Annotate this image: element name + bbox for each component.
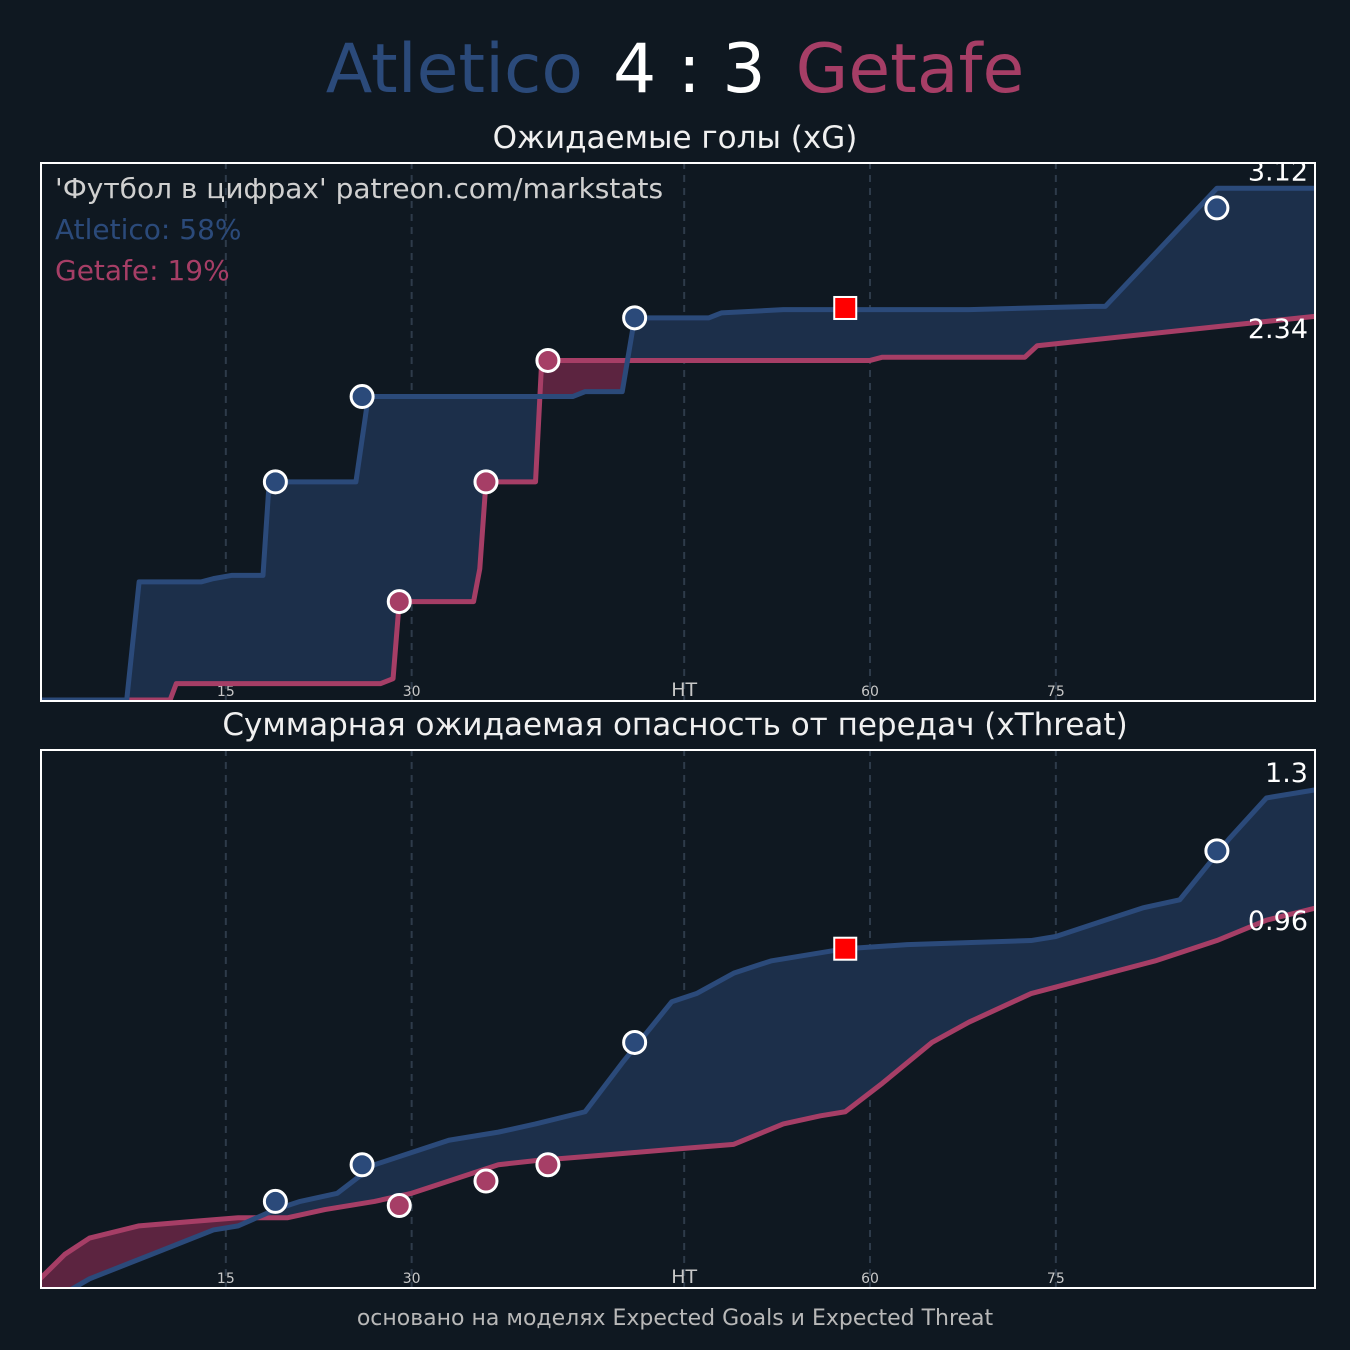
xthreat-away-advantage-area xyxy=(40,789,1316,1289)
xg-xtick-label: 15 xyxy=(217,684,235,700)
xthreat-home-goal-marker xyxy=(622,1029,648,1055)
xthreat-xtick-label: 30 xyxy=(403,1271,421,1287)
xthreat-xtick-label: 75 xyxy=(1047,1271,1065,1287)
xg-chart-title: Ожидаемые голы (xG) xyxy=(492,120,858,156)
xg-home-goal-marker xyxy=(1204,195,1230,221)
xg-xtick-label: 60 xyxy=(861,684,879,700)
xthreat-chart-title: Суммарная ожидаемая опасность от передач… xyxy=(222,707,1128,743)
credit-text: 'Футбол в цифрах' patreon.com/markstats xyxy=(55,172,664,205)
xg-home-goal-marker xyxy=(622,305,648,331)
xthreat-away-goal-marker xyxy=(386,1192,412,1218)
xthreat-away-goal-marker xyxy=(473,1168,499,1194)
xthreat-home-goal-marker xyxy=(262,1188,288,1214)
xg-away-total-label: 2.34 xyxy=(1248,314,1308,345)
xthreat-xtick-label: HT xyxy=(671,1266,697,1288)
xg-frame xyxy=(40,162,1316,702)
xg-chart: 15 30 HT 60 75 3.12 2.34 xyxy=(40,162,1316,702)
xg-home-goal-marker xyxy=(262,469,288,495)
xthreat-red-card-marker xyxy=(833,936,858,961)
xg-home-line xyxy=(40,185,1316,702)
xthreat-away-goal-marker xyxy=(535,1152,561,1178)
home-team-name: Atletico xyxy=(325,30,583,109)
xthreat-home-goal-marker xyxy=(1204,838,1230,864)
xthreat-xtick-label: 15 xyxy=(217,1271,235,1287)
xg-away-line xyxy=(40,313,1316,702)
xthreat-away-line xyxy=(40,905,1316,1281)
xg-home-goal-marker xyxy=(349,384,375,410)
xthreat-home-total-label: 1.3 xyxy=(1265,758,1308,789)
legend-box: 'Футбол в цифрах' patreon.com/markstats … xyxy=(55,168,663,291)
xthreat-xtick-label: 60 xyxy=(861,1271,879,1287)
xthreat-home-advantage-area xyxy=(40,789,1316,1279)
xthreat-home-line xyxy=(66,787,1316,1289)
xg-away-goal-marker xyxy=(535,347,561,373)
xthreat-chart: 15 30 HT 60 75 1.3 0.96 xyxy=(40,749,1316,1289)
legend-home-pct: Atletico: 58% xyxy=(55,213,242,246)
match-header: Atletico 4 : 3 Getafe xyxy=(0,28,1350,112)
xg-xtick-label: 75 xyxy=(1047,684,1065,700)
xg-home-total-label: 3.12 xyxy=(1248,162,1308,187)
xg-xtick-label: HT xyxy=(671,679,697,701)
xg-away-goal-marker xyxy=(386,589,412,615)
xthreat-frame xyxy=(40,749,1316,1289)
xg-xtick-label: 30 xyxy=(403,684,421,700)
legend-away-pct: Getafe: 19% xyxy=(55,254,230,287)
footer-note: основано на моделях Expected Goals и Exp… xyxy=(356,1306,994,1331)
match-score: 4 : 3 xyxy=(612,30,766,109)
xg-away-goal-marker xyxy=(473,469,499,495)
xthreat-away-total-label: 0.96 xyxy=(1248,906,1308,937)
xg-red-card-marker xyxy=(833,295,858,320)
xg-home-advantage-area xyxy=(40,188,1316,700)
xthreat-home-goal-marker xyxy=(349,1152,375,1178)
away-team-name: Getafe xyxy=(795,30,1025,109)
